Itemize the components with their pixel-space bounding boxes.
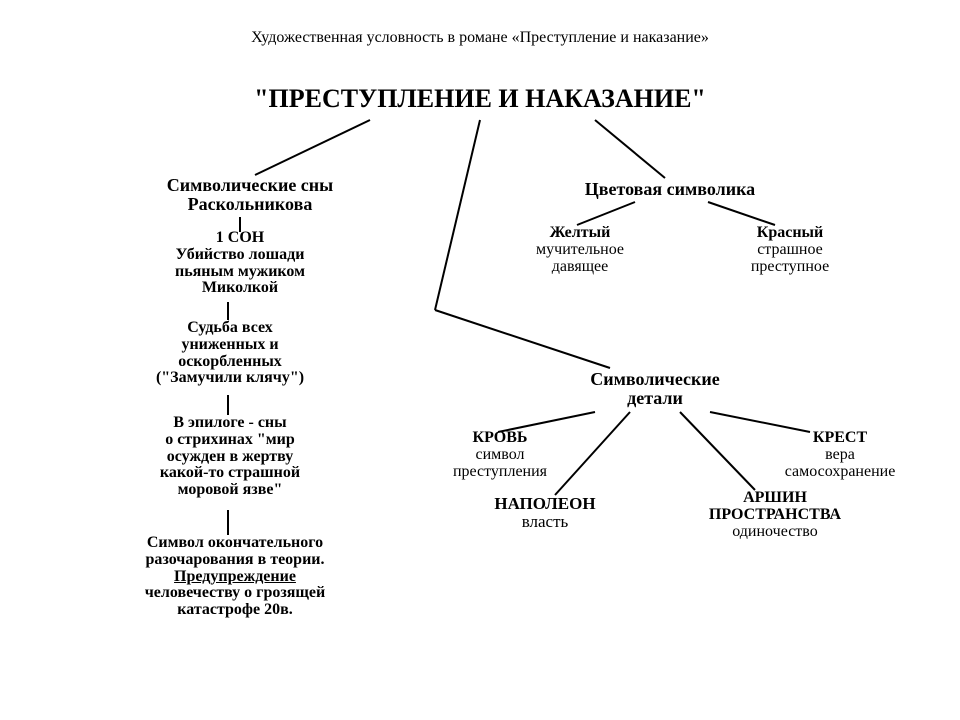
node-epilog: В эпилоге - сныо стрихинах "миросужден в… [105, 415, 355, 499]
node-fate: Судьба всехуниженных иоскорбленных("Заму… [100, 320, 360, 387]
node-dream1: 1 СОНУбийство лошадипьяным мужикомМиколк… [120, 230, 360, 297]
node-final: Символ окончательногоразочарования в тео… [95, 535, 375, 619]
node-blood: КРОВЬсимволпреступления [415, 430, 585, 480]
edge-3 [435, 310, 610, 368]
edge-1 [595, 120, 665, 178]
node-colorsym: Цветовая символика [545, 180, 795, 199]
edge-4 [577, 202, 635, 225]
diagram-canvas: Художественная условность в романе «Прес… [0, 0, 960, 720]
node-arshin: АРШИНПРОСТРАНСТВАодиночество [670, 490, 880, 540]
edge-5 [708, 202, 775, 225]
edge-2 [435, 120, 480, 310]
node-red: Красныйстрашноепреступное [710, 225, 870, 275]
edge-0 [255, 120, 370, 175]
node-yellow: Желтыймучительноедавящее [500, 225, 660, 275]
edge-11 [710, 412, 810, 432]
node-cross: КРЕСТверасамосохранение [750, 430, 930, 480]
node-title: Художественная условность в романе «Прес… [115, 30, 845, 47]
node-dreams: Символические сныРаскольникова [120, 176, 380, 214]
node-napoleon: НАПОЛЕОНвласть [460, 495, 630, 531]
edge-13 [680, 412, 755, 490]
node-root: "ПРЕСТУПЛЕНИЕ И НАКАЗАНИЕ" [210, 85, 750, 112]
node-details: Символическиедетали [545, 370, 765, 408]
